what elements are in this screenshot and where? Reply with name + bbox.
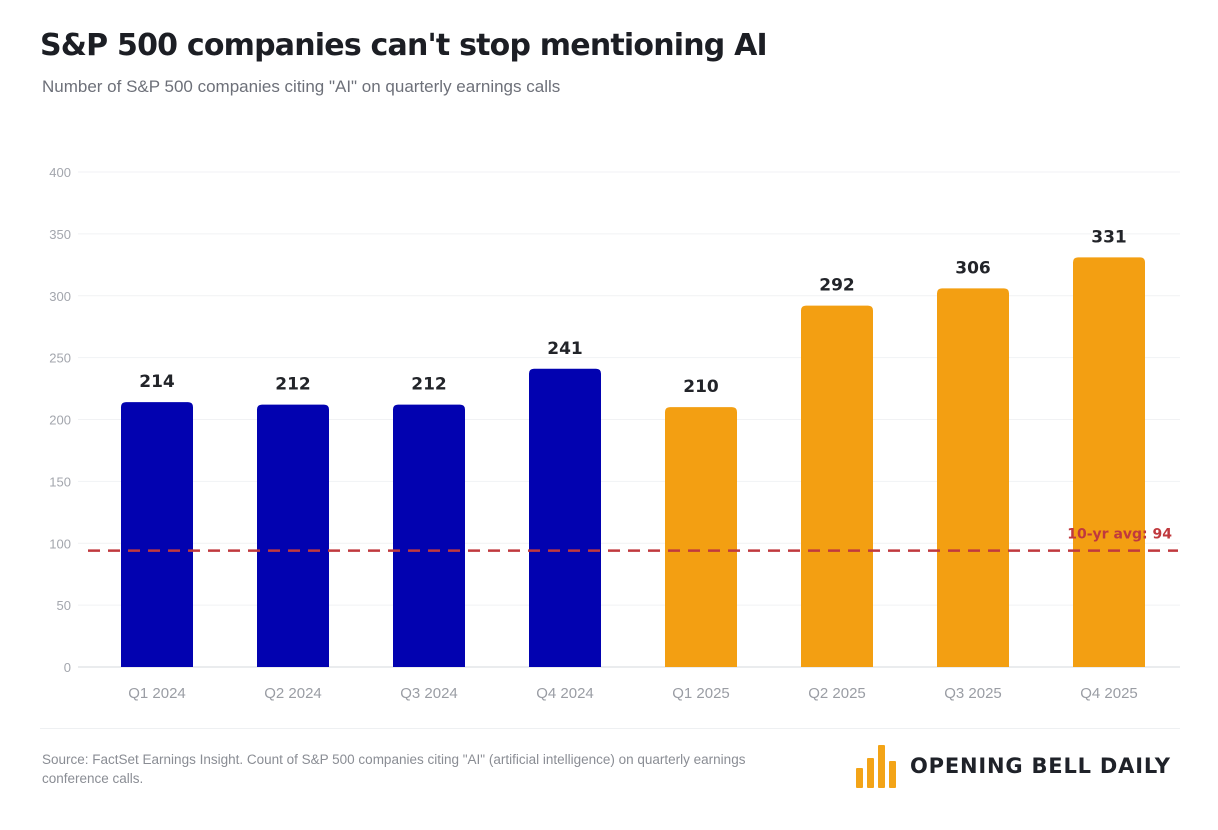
bar-chart-logo-icon	[856, 744, 896, 788]
data-label: 306	[955, 258, 991, 278]
bar-q1-2025	[665, 407, 737, 667]
logo-bar	[889, 761, 896, 788]
data-label: 331	[1091, 227, 1127, 247]
logo-bar	[878, 745, 885, 788]
x-tick-label: Q2 2025	[808, 685, 866, 702]
y-tick-label: 0	[64, 660, 71, 675]
brand-logo: OPENING BELL DAILY	[856, 744, 1171, 788]
logo-bar	[867, 758, 874, 788]
bar-q4-2025	[1073, 257, 1145, 667]
bar-chart: 0 50 100 150 200 250 300 350 400 214 212 212 241 210…	[49, 165, 1180, 702]
y-tick-label: 100	[49, 536, 71, 551]
bar-q4-2024	[529, 368, 601, 667]
y-tick-label: 150	[49, 474, 71, 489]
data-label: 214	[139, 372, 175, 392]
y-tick-label: 400	[49, 165, 71, 180]
bars	[121, 257, 1145, 667]
x-tick-label: Q1 2024	[128, 685, 186, 702]
average-reference-line: 10-yr avg: 94	[88, 527, 1178, 552]
x-tick-label: Q3 2025	[944, 685, 1002, 702]
footer-divider	[40, 728, 1180, 729]
data-label: 212	[411, 375, 447, 395]
y-tick-label: 50	[57, 598, 71, 613]
x-tick-label: Q4 2025	[1080, 685, 1138, 702]
brand-name: OPENING BELL DAILY	[910, 754, 1171, 778]
bar-q1-2024	[121, 402, 193, 667]
x-tick-label: Q1 2025	[672, 685, 730, 702]
bar-q3-2024	[393, 404, 465, 667]
average-line-label: 10-yr avg: 94	[1067, 527, 1172, 543]
data-label: 241	[547, 339, 583, 359]
data-label: 210	[683, 377, 719, 397]
x-tick-label: Q3 2024	[400, 685, 458, 702]
x-tick-label: Q4 2024	[536, 685, 594, 702]
bar-q2-2024	[257, 404, 329, 667]
chart-title: S&P 500 companies can't stop mentioning …	[40, 28, 768, 63]
data-label: 212	[275, 375, 311, 395]
y-axis-ticks: 0 50 100 150 200 250 300 350 400	[49, 165, 71, 675]
y-tick-label: 300	[49, 289, 71, 304]
y-tick-label: 200	[49, 413, 71, 428]
y-tick-label: 350	[49, 227, 71, 242]
x-axis-ticks: Q1 2024 Q2 2024 Q3 2024 Q4 2024 Q1 2025 Q2 20…	[128, 685, 1138, 702]
chart-subtitle: Number of S&P 500 companies citing "AI" …	[42, 77, 561, 96]
bar-q2-2025	[801, 305, 873, 667]
y-tick-label: 250	[49, 351, 71, 366]
bar-q3-2025	[937, 288, 1009, 667]
source-note: Source: FactSet Earnings Insight. Count …	[42, 752, 746, 786]
data-label: 292	[819, 276, 855, 296]
gridlines	[78, 171, 1180, 668]
data-labels: 214 212 212 241 210 292 306 331	[139, 227, 1127, 397]
x-tick-label: Q2 2024	[264, 685, 322, 702]
logo-bar	[856, 768, 863, 788]
